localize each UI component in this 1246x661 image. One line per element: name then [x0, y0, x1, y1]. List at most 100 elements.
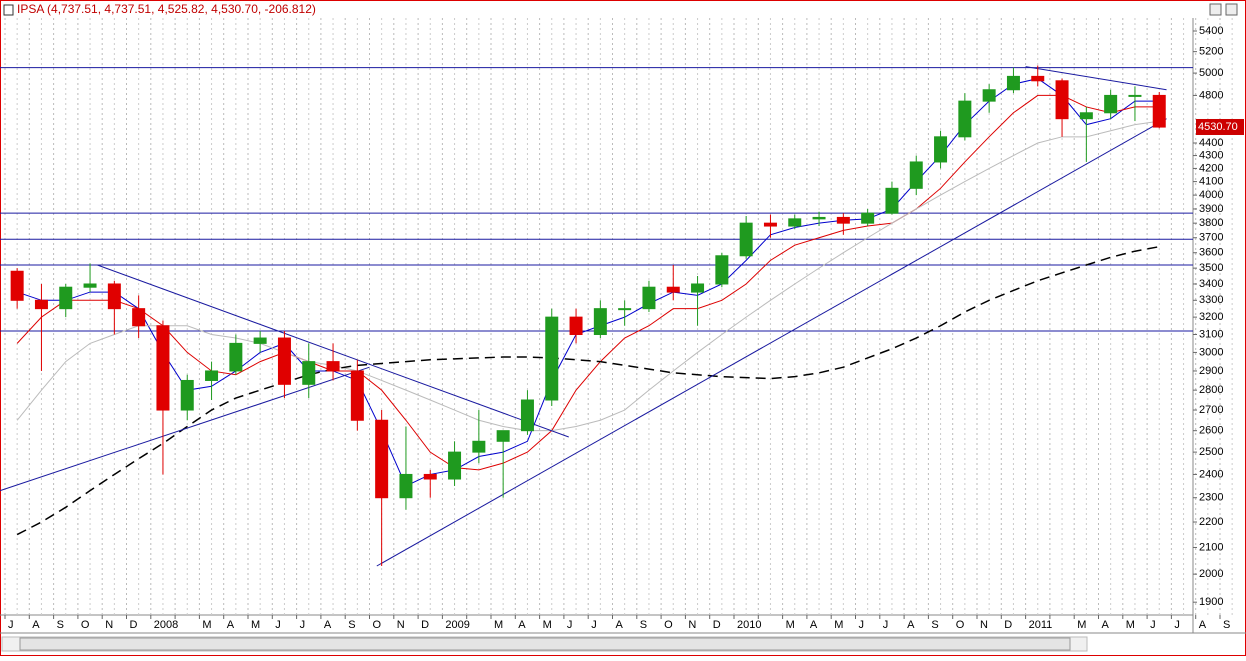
candle-body [1128, 94, 1142, 97]
plot-area: J A S O N D 2008 M A M J J A S O N D 2009 M A M J J A S O N D 2010 M A… [0, 18, 1233, 631]
x-tick-label: J [300, 619, 306, 631]
close-button[interactable] [1225, 3, 1238, 16]
moving-average [16, 94, 1160, 471]
last-price-label: 4530.70 [1198, 121, 1238, 133]
y-tick-label: 5000 [1199, 67, 1223, 79]
y-tick-label: 3500 [1199, 262, 1223, 274]
candle-body [1031, 75, 1045, 82]
x-tick-label: J [567, 619, 573, 631]
y-tick-label: 3100 [1199, 328, 1223, 340]
x-tick-label: M [1126, 619, 1135, 631]
candle-body [448, 451, 462, 480]
x-tick-label: A [907, 619, 915, 631]
x-tick-label: O [956, 619, 965, 631]
x-tick-label: J [1150, 619, 1156, 631]
x-tick-label: A [810, 619, 818, 631]
trend-line [376, 118, 1167, 567]
moving-average [16, 245, 1160, 536]
candle-body [34, 299, 48, 310]
x-tick-label: M [251, 619, 260, 631]
candle-body [350, 370, 364, 421]
y-tick-label: 2400 [1199, 468, 1223, 480]
x-tick-label: 2008 [154, 619, 178, 631]
x-tick-label: S [57, 619, 64, 631]
x-tick-label: 2009 [445, 619, 469, 631]
candle-body [812, 216, 826, 220]
candle-body [496, 430, 510, 442]
x-tick-label: S [931, 619, 938, 631]
y-tick-label: 4300 [1199, 149, 1223, 161]
candle-body [569, 316, 583, 335]
candle-body [302, 361, 316, 385]
candle-body [982, 89, 996, 102]
x-tick-label: M [1077, 619, 1086, 631]
x-tick-label: J [1174, 619, 1180, 631]
candle-body [229, 342, 243, 372]
y-tick-label: 2700 [1199, 404, 1223, 416]
y-tick-label: 2900 [1199, 365, 1223, 377]
candle-body [277, 337, 291, 385]
y-tick-label: 3200 [1199, 311, 1223, 323]
x-tick-label: S [348, 619, 355, 631]
candle-body [545, 316, 559, 401]
x-tick-label: S [1223, 619, 1230, 631]
y-tick-label: 2300 [1199, 492, 1223, 504]
candle-body [642, 286, 656, 310]
chart-title: IPSA (4,737.51, 4,737.51, 4,525.82, 4,53… [17, 2, 316, 16]
y-tick-label: 4100 [1199, 176, 1223, 188]
y-tick-label: 3300 [1199, 294, 1223, 306]
candle-body [836, 216, 850, 224]
y-tick-label: 4200 [1199, 162, 1223, 174]
y-tick-label: 3800 [1199, 217, 1223, 229]
trend-line [1025, 66, 1167, 91]
last-price-tag [1196, 118, 1244, 135]
y-tick-label: 5200 [1199, 46, 1223, 58]
candle-body [666, 286, 680, 293]
x-tick-label: M [834, 619, 843, 631]
x-tick-label: N [688, 619, 696, 631]
x-tick-label: J [859, 619, 865, 631]
candle-body [132, 308, 146, 327]
y-tick-label: 2000 [1199, 568, 1223, 580]
trend-line [0, 366, 370, 492]
y-tick-label: 3900 [1199, 203, 1223, 215]
x-tick-label: 2011 [1029, 619, 1053, 631]
y-tick-label: 2100 [1199, 541, 1223, 553]
x-tick-label: A [227, 619, 235, 631]
x-tick-label: S [640, 619, 647, 631]
y-tick-label: 2800 [1199, 384, 1223, 396]
candle-body [107, 283, 121, 310]
candle-body [399, 473, 413, 499]
candle-body [593, 308, 607, 335]
candle-body [909, 161, 923, 189]
scroll-thumb[interactable] [19, 637, 1071, 651]
candle-body [520, 399, 534, 432]
candle-body [885, 187, 899, 214]
candle-body [180, 379, 194, 411]
x-tick-label: A [518, 619, 526, 631]
x-tick-label: D [421, 619, 429, 631]
x-tick-label: O [664, 619, 673, 631]
candle-body [861, 212, 875, 224]
x-tick-label: D [130, 619, 138, 631]
candle-body [156, 325, 170, 411]
candle-body [618, 308, 632, 311]
candle-body [83, 283, 97, 288]
y-tick-label: 2600 [1199, 425, 1223, 437]
candle-body [10, 270, 24, 301]
candle-body [375, 419, 389, 499]
y-tick-label: 3400 [1199, 278, 1223, 290]
y-tick-label: 4400 [1199, 137, 1223, 149]
y-tick-label: 4000 [1199, 189, 1223, 201]
candle-body [59, 286, 73, 310]
candle-body [326, 361, 340, 372]
restore-button[interactable] [1209, 3, 1222, 16]
candle-body [739, 222, 753, 257]
x-tick-label: J [275, 619, 281, 631]
candle-body [1006, 75, 1020, 91]
y-tick-label: 2500 [1199, 446, 1223, 458]
y-tick-label: 3700 [1199, 232, 1223, 244]
candle-body [958, 100, 972, 138]
x-tick-label: J [8, 619, 14, 631]
